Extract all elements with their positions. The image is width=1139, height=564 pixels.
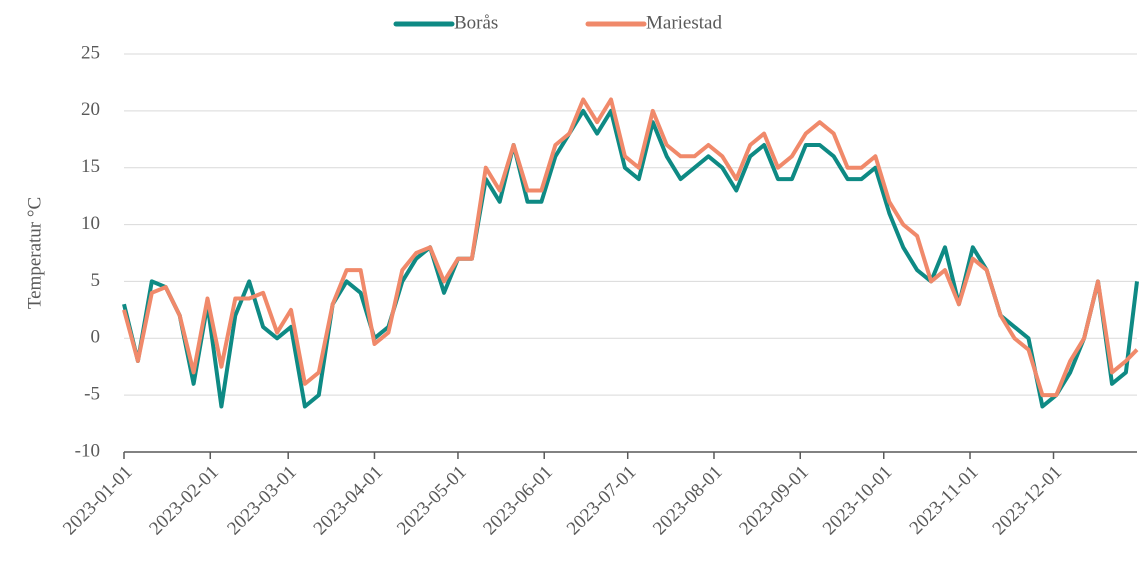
x-tick-label: 2023-10-01 — [819, 462, 897, 540]
y-tick-label: 5 — [91, 270, 101, 291]
y-tick-label: -10 — [75, 440, 100, 461]
x-tick-label: 2023-06-01 — [479, 462, 557, 540]
x-tick-label: 2023-04-01 — [310, 462, 388, 540]
x-tick-label: 2023-08-01 — [649, 462, 727, 540]
x-tick-label: 2023-09-01 — [735, 462, 813, 540]
y-tick-label: 10 — [81, 213, 100, 234]
legend-label: Mariestad — [646, 12, 722, 33]
y-tick-label: 15 — [81, 156, 100, 177]
x-tick-label: 2023-02-01 — [145, 462, 223, 540]
line-series — [122, 97, 1139, 398]
y-axis-label: Temperatur °C — [24, 197, 45, 309]
legend-label: Borås — [454, 12, 498, 33]
y-tick-label: 20 — [81, 99, 100, 120]
line-series — [122, 108, 1139, 409]
x-tick-label: 2023-07-01 — [563, 462, 641, 540]
x-tick-label: 2023-05-01 — [393, 462, 471, 540]
x-tick-label: 2023-11-01 — [906, 462, 983, 539]
x-tick-label: 2023-01-01 — [59, 462, 137, 540]
y-tick-label: -5 — [84, 384, 100, 405]
y-tick-label: 0 — [91, 327, 101, 348]
y-tick-label: 25 — [81, 42, 100, 63]
x-tick-label: 2023-12-01 — [989, 462, 1067, 540]
x-tick-label: 2023-03-01 — [223, 462, 301, 540]
